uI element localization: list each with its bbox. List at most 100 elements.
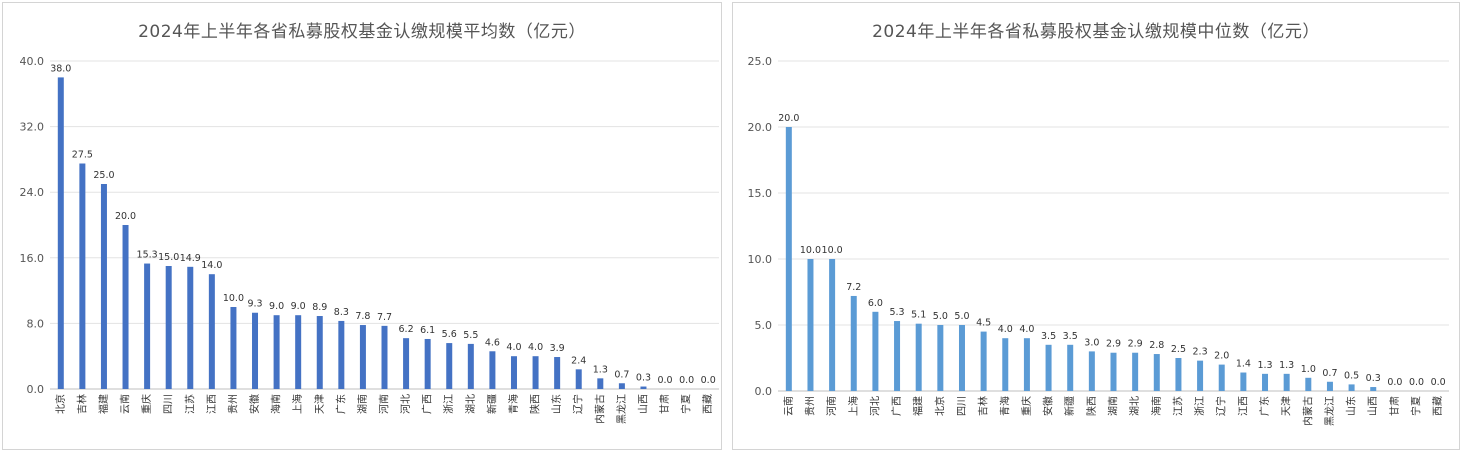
avg-category-label: 四川 [164, 394, 175, 414]
avg-category-label: 海南 [270, 394, 283, 414]
chart-title-median: 2024年上半年各省私募股权基金认缴规模中位数（亿元） [872, 22, 1320, 42]
median-category-label: 西藏 [1432, 396, 1444, 416]
avg-bar [381, 325, 388, 389]
median-data-label: 3.5 [1063, 331, 1078, 342]
avg-category-label: 浙江 [443, 394, 455, 414]
median-bar [1305, 377, 1312, 391]
median-data-label: 3.0 [1084, 337, 1099, 348]
median-data-label: 10.0 [800, 245, 821, 256]
avg-bar [640, 386, 647, 389]
avg-bar [618, 383, 625, 389]
chart-median-svg: 0.0 5.0 10.0 15.0 20.0 25.0 20.0 云南 10.0 贵州 10.0 河南… [748, 55, 1449, 426]
median-data-label: 1.0 [1301, 364, 1316, 375]
median-bar [1218, 364, 1225, 391]
avg-category-label: 内蒙古 [593, 394, 606, 424]
median-bar [1240, 372, 1247, 391]
median-category-label: 辽宁 [1215, 396, 1228, 416]
median-bar [1370, 387, 1377, 391]
avg-data-label: 14.9 [180, 253, 201, 264]
median-data-label: 0.5 [1344, 370, 1359, 381]
median-data-label: 4.5 [976, 318, 991, 329]
avg-bar [122, 225, 129, 389]
median-data-label: 5.1 [911, 310, 926, 321]
avg-data-label: 14.0 [201, 260, 222, 271]
avg-category-label: 山西 [637, 394, 649, 414]
avg-data-label: 2.4 [571, 355, 586, 366]
median-category-label: 江苏 [1171, 396, 1184, 416]
avg-data-label: 25.0 [93, 170, 114, 181]
avg-category-label: 江苏 [183, 394, 196, 414]
avg-category-label: 陕西 [529, 394, 542, 414]
avg-category-label: 江西 [206, 394, 218, 414]
avg-data-label: 4.0 [506, 342, 521, 353]
median-data-label: 0.7 [1322, 368, 1337, 379]
avg-category-label: 福建 [97, 394, 110, 414]
avg-category-label: 重庆 [140, 394, 153, 414]
median-data-label: 6.0 [868, 298, 883, 309]
avg-data-label: 5.6 [442, 329, 457, 340]
avg-category-label: 上海 [291, 394, 304, 414]
median-category-label: 湖北 [1129, 396, 1141, 416]
avg-y-tick-label: 16.0 [20, 252, 45, 265]
median-bar [1002, 338, 1009, 391]
median-category-label: 广东 [1258, 396, 1271, 416]
avg-bar [359, 325, 366, 389]
avg-data-label: 3.9 [550, 343, 565, 354]
median-data-label: 2.5 [1171, 344, 1186, 355]
avg-bar [273, 315, 280, 389]
median-bar [1326, 381, 1333, 391]
avg-bar [295, 315, 302, 389]
avg-data-label: 7.7 [377, 312, 392, 323]
avg-category-label: 广东 [334, 394, 347, 414]
median-category-label: 贵州 [803, 396, 816, 416]
avg-bar [187, 266, 194, 389]
avg-data-label: 38.0 [50, 63, 71, 74]
avg-category-label: 湖北 [465, 394, 477, 414]
avg-bar [79, 163, 86, 389]
median-bar [1023, 338, 1030, 391]
chart-average-svg: 0.0 8.0 16.0 24.0 32.0 40.0 38.0 北京 27.5 吉林 25.0 福建… [20, 55, 719, 424]
avg-data-label: 0.0 [679, 375, 694, 386]
median-category-label: 黑龙江 [1323, 396, 1336, 426]
avg-category-label: 山东 [550, 394, 563, 414]
avg-category-label: 广西 [422, 394, 434, 414]
avg-category-label: 湖南 [356, 394, 369, 414]
avg-data-label: 15.0 [158, 252, 179, 263]
avg-data-label: 9.3 [247, 299, 262, 310]
avg-bar [510, 356, 517, 389]
median-data-label: 1.4 [1236, 359, 1251, 370]
avg-bar [554, 357, 561, 389]
avg-category-label: 甘肃 [658, 394, 671, 414]
median-category-label: 云南 [782, 396, 795, 416]
avg-category-label: 北京 [54, 394, 67, 414]
median-data-label: 3.5 [1041, 331, 1056, 342]
median-data-label: 0.3 [1366, 373, 1381, 384]
avg-category-label: 辽宁 [572, 394, 585, 414]
median-bar [850, 295, 857, 391]
median-bar [1153, 354, 1160, 391]
median-data-label: 1.3 [1257, 360, 1272, 371]
median-category-label: 上海 [847, 396, 860, 416]
avg-category-label: 河北 [400, 394, 412, 414]
avg-category-label: 吉林 [75, 394, 88, 414]
avg-category-label: 贵州 [226, 394, 239, 414]
avg-data-label: 5.5 [463, 330, 478, 341]
avg-category-label: 安徽 [248, 394, 261, 414]
avg-bar [424, 338, 431, 389]
avg-bar [575, 369, 582, 389]
median-bar [958, 325, 965, 391]
median-bar [1283, 373, 1290, 391]
median-bar [894, 321, 901, 391]
avg-y-tick-label: 0.0 [27, 383, 45, 396]
avg-category-label: 河南 [378, 394, 391, 414]
median-category-label: 陕西 [1085, 396, 1098, 416]
median-category-label: 湖南 [1107, 396, 1120, 416]
median-data-label: 2.3 [1193, 347, 1208, 358]
avg-bar [338, 320, 345, 389]
avg-data-label: 4.6 [485, 337, 500, 348]
median-y-tick-label: 20.0 [748, 121, 773, 134]
median-category-label: 山东 [1345, 396, 1358, 416]
median-bar [1132, 352, 1139, 391]
avg-bar [446, 343, 453, 389]
avg-data-label: 20.0 [115, 211, 136, 222]
